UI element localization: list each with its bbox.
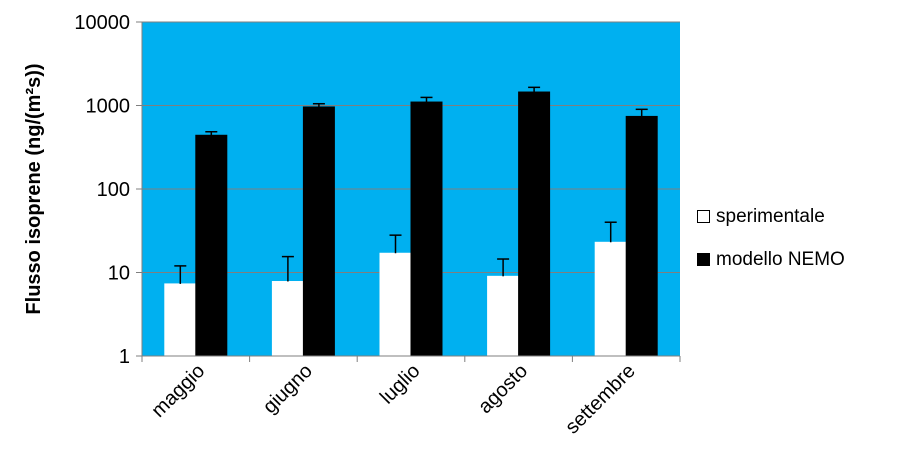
y-axis-label: Flusso isoprene (ng/(m²s)): [23, 63, 45, 314]
y-tick-labels: 1 10 100 1000 10000: [74, 12, 130, 368]
bar-modello-nemo-maggio: [195, 134, 228, 357]
bar-sperimentale-agosto: [487, 275, 520, 357]
bar-sperimentale-maggio: [164, 283, 197, 357]
legend: sperimentale modello NEMO: [697, 203, 845, 289]
x-tick-label-giugno: giugno: [259, 360, 317, 418]
y-tick-label: 10000: [74, 12, 130, 34]
bar-sperimentale-settembre: [594, 241, 627, 357]
x-tick-label-luglio: luglio: [376, 360, 425, 409]
bar-modello-nemo-settembre: [625, 115, 658, 357]
y-tick-label: 1000: [86, 96, 131, 118]
axes: [136, 21, 681, 362]
y-tick-label: 1: [119, 346, 130, 368]
x-tick-label-maggio: maggio: [147, 360, 209, 422]
bars: [164, 91, 658, 357]
x-tick-label-agosto: agosto: [474, 360, 532, 418]
legend-item-modello-nemo: modello NEMO: [697, 246, 845, 273]
legend-item-sperimentale: sperimentale: [697, 203, 845, 230]
legend-label-sperimentale: sperimentale: [716, 205, 825, 227]
y-tick-label: 10: [108, 263, 130, 285]
bar-modello-nemo-giugno: [302, 106, 335, 357]
x-tick-label-settembre: settembre: [561, 360, 639, 438]
legend-swatch-modello-nemo: [697, 253, 710, 266]
legend-label-modello-nemo: modello NEMO: [716, 248, 845, 270]
error-bars: [174, 86, 648, 284]
bar-modello-nemo-agosto: [518, 91, 551, 357]
y-tick-label: 100: [97, 179, 130, 201]
x-tick-labels: maggio giugno luglio agosto settembre: [147, 360, 639, 438]
bar-sperimentale-luglio: [379, 252, 412, 357]
bar-sperimentale-giugno: [271, 281, 304, 357]
legend-swatch-sperimentale: [697, 210, 710, 223]
bar-modello-nemo-luglio: [410, 101, 443, 357]
